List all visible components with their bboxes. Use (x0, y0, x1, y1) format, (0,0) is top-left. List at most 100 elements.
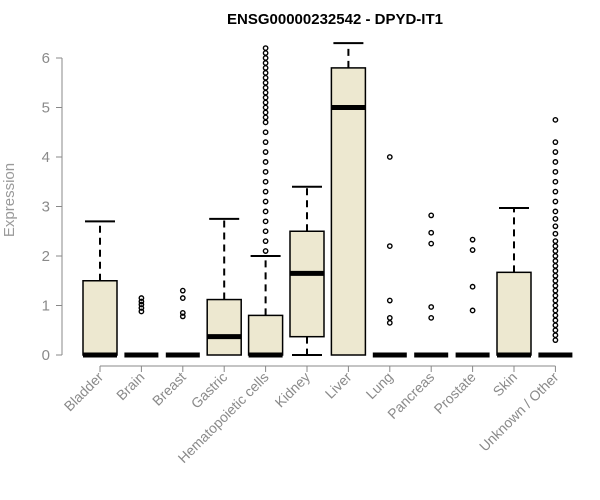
x-tick-label: Skin (490, 369, 521, 400)
outlier-point (552, 317, 559, 324)
x-tick-label: Unknown / Other (476, 369, 562, 455)
outlier-point (262, 104, 269, 111)
outlier-point (179, 310, 186, 316)
outlier-point (262, 114, 269, 121)
outlier-point (138, 298, 145, 305)
outlier-point (552, 188, 559, 195)
outlier-point (469, 236, 476, 243)
box-group (82, 220, 118, 358)
outlier-point (552, 178, 559, 185)
outlier-point (552, 327, 559, 334)
outlier-point (552, 116, 559, 123)
outlier-point (262, 99, 269, 106)
outlier-point (262, 208, 269, 215)
outlier-point (552, 302, 559, 309)
outlier-point (386, 319, 393, 326)
outlier-point (552, 248, 559, 254)
outlier-point (469, 307, 476, 314)
box-group (165, 287, 200, 358)
box-group (496, 206, 532, 358)
outlier-point (469, 247, 476, 253)
outlier-point (552, 149, 559, 155)
outlier-point (552, 307, 559, 314)
axes: 0 1 2 3 4 5 6 (42, 50, 556, 372)
outlier-point (262, 55, 269, 61)
box-group (124, 295, 159, 358)
outlier-point (262, 228, 269, 235)
outlier-point (552, 267, 559, 274)
box (496, 271, 532, 356)
box-group (414, 212, 449, 358)
box (206, 298, 242, 356)
outlier-point (552, 253, 559, 259)
outlier-point (552, 139, 559, 146)
outlier-point (469, 283, 476, 290)
outlier-point (386, 314, 393, 321)
outlier-point (552, 312, 559, 319)
y-axis-label: Expression (1, 163, 18, 237)
outlier-point (262, 188, 269, 195)
outlier-point (262, 139, 269, 146)
chart-title: ENSG00000232542 - DPYD-IT1 (227, 11, 443, 28)
outlier-point (179, 287, 186, 294)
outlier-point (138, 305, 145, 311)
outlier-point (262, 65, 269, 71)
box (330, 67, 367, 356)
outlier-point (552, 258, 559, 264)
outlier-point (386, 154, 393, 160)
x-tick-label: Brain (113, 369, 147, 403)
x-tick-label: Prostate (431, 369, 479, 417)
outlier-point (386, 243, 393, 250)
box-group (289, 185, 325, 356)
outlier-point (552, 282, 559, 289)
outlier-point (428, 229, 435, 236)
outlier-point (262, 178, 269, 185)
box (289, 230, 325, 338)
x-tick-label: Liver (322, 369, 355, 402)
outlier-point (262, 248, 269, 254)
x-tick-label: Bladder (61, 369, 107, 415)
box-group (538, 116, 573, 358)
box-group (372, 154, 407, 358)
y-tick-label: 1 (42, 298, 50, 315)
outlier-point (552, 277, 559, 284)
outlier-point (179, 313, 186, 320)
y-tick-label: 6 (42, 50, 50, 67)
x-tick-label: Breast (149, 369, 189, 409)
outlier-point (262, 45, 269, 51)
box (247, 314, 284, 356)
outlier-point (552, 337, 559, 344)
outlier-point (262, 149, 269, 155)
outlier-point (552, 208, 559, 215)
outlier-point (262, 159, 269, 165)
outlier-point (138, 301, 145, 308)
y-tick-label: 0 (42, 347, 50, 364)
outlier-point (552, 287, 559, 294)
y-tick-label: 4 (42, 149, 50, 166)
outlier-point (262, 168, 269, 175)
outlier-point (552, 292, 559, 299)
y-tick-label: 5 (42, 100, 50, 117)
outlier-point (552, 243, 559, 250)
outlier-point (262, 84, 269, 91)
outlier-point (138, 308, 145, 315)
outlier-point (262, 89, 269, 96)
box (82, 280, 118, 356)
outlier-point (262, 218, 269, 225)
x-tick-label: Kidney (272, 369, 314, 411)
outlier-point (552, 230, 559, 237)
outlier-point (262, 119, 269, 126)
outlier-point (552, 332, 559, 339)
outlier-point (262, 198, 269, 205)
outlier-point (262, 94, 269, 101)
outlier-point (179, 295, 186, 301)
outlier-point (262, 238, 269, 245)
box-group (330, 42, 367, 356)
outlier-point (552, 297, 559, 304)
outlier-point (262, 79, 269, 86)
outlier-point (262, 50, 269, 56)
x-tick-label: Lung (363, 369, 396, 402)
outlier-point (262, 109, 269, 116)
outlier-point (552, 223, 559, 230)
